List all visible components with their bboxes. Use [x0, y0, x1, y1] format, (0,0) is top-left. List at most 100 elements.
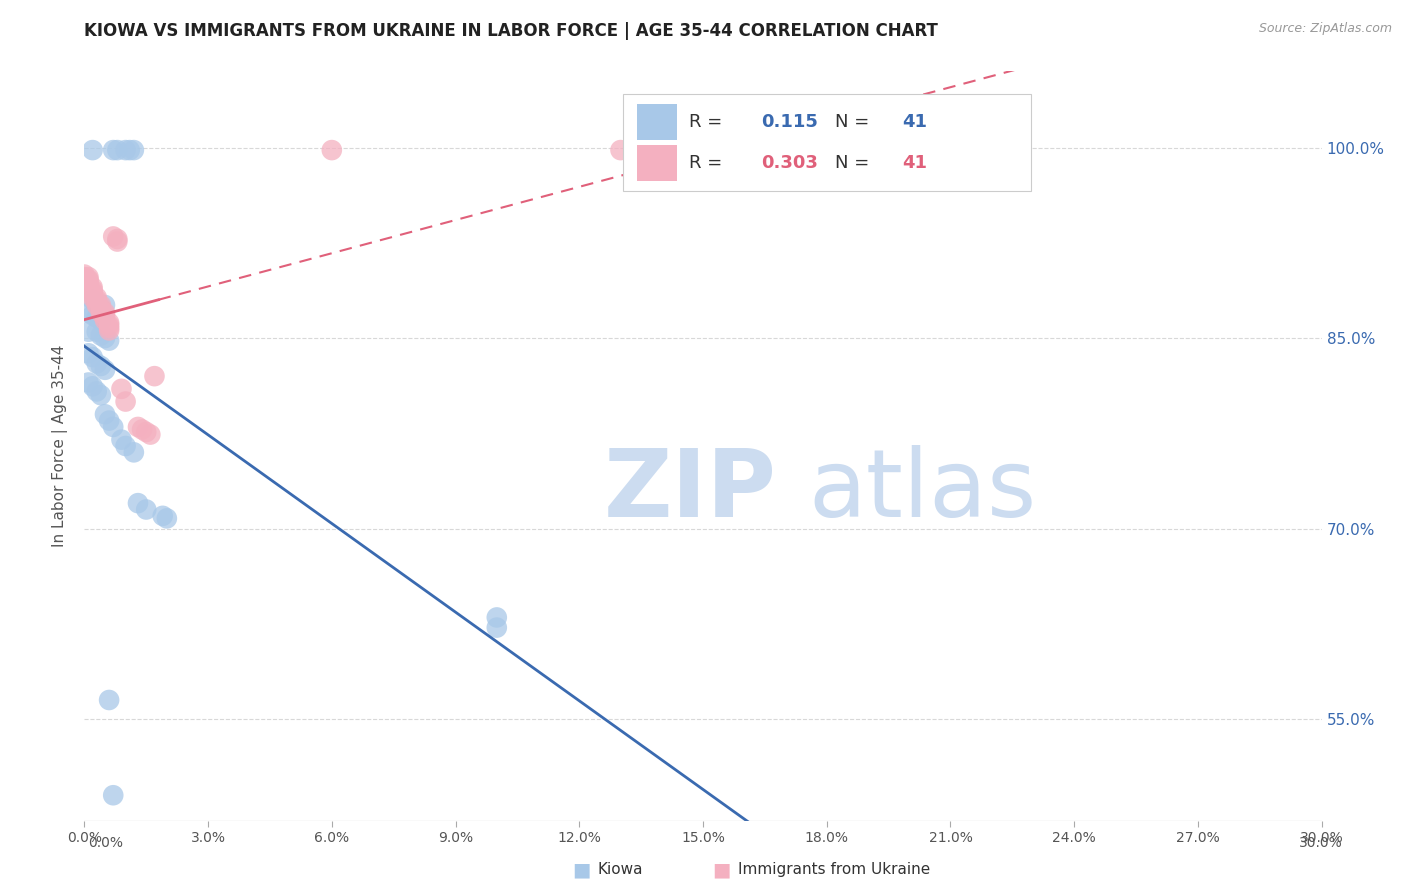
Point	[103, 420, 125, 434]
Point	[105, 235, 128, 249]
Point	[94, 306, 117, 320]
Point	[105, 143, 128, 157]
Text: N =: N =	[835, 113, 870, 131]
Point	[82, 379, 104, 393]
Point	[86, 290, 108, 304]
Point	[110, 433, 132, 447]
Point	[103, 789, 125, 803]
Text: 0.303: 0.303	[761, 153, 818, 172]
Point	[73, 268, 96, 282]
Point	[94, 331, 117, 345]
Point	[86, 325, 108, 339]
Point	[98, 316, 121, 330]
Point	[86, 310, 108, 325]
Point	[131, 422, 153, 436]
Point	[94, 308, 117, 322]
Point	[105, 232, 128, 246]
Point	[86, 384, 108, 399]
Text: atlas: atlas	[808, 445, 1036, 537]
Point	[156, 511, 179, 525]
Text: ■: ■	[713, 860, 731, 880]
Point	[77, 306, 100, 320]
Point	[103, 143, 125, 157]
Point	[77, 270, 100, 285]
Point	[135, 502, 157, 516]
Point	[94, 310, 117, 325]
Bar	[623, 94, 1031, 191]
Point	[94, 363, 117, 377]
Text: Source: ZipAtlas.com: Source: ZipAtlas.com	[1258, 22, 1392, 36]
Point	[86, 295, 108, 310]
Point	[90, 303, 112, 318]
Point	[122, 143, 145, 157]
Point	[86, 298, 108, 312]
Text: ZIP: ZIP	[605, 445, 778, 537]
Bar	[637, 104, 678, 140]
Point	[82, 308, 104, 322]
Point	[94, 313, 117, 327]
Point	[90, 328, 112, 343]
Point	[114, 394, 136, 409]
Point	[86, 295, 108, 310]
Point	[90, 359, 112, 373]
Point	[90, 306, 112, 320]
Point	[139, 427, 162, 442]
Text: 41: 41	[903, 153, 927, 172]
Text: KIOWA VS IMMIGRANTS FROM UKRAINE IN LABOR FORCE | AGE 35-44 CORRELATION CHART: KIOWA VS IMMIGRANTS FROM UKRAINE IN LABO…	[84, 22, 938, 40]
Point	[82, 288, 104, 302]
Point	[122, 445, 145, 459]
Point	[118, 143, 141, 157]
Point	[143, 369, 166, 384]
Point	[127, 496, 149, 510]
Point	[733, 143, 755, 157]
Point	[82, 280, 104, 294]
Point	[103, 229, 125, 244]
Point	[90, 301, 112, 315]
Text: 41: 41	[903, 113, 927, 131]
Point	[82, 293, 104, 307]
Point	[77, 277, 100, 292]
Y-axis label: In Labor Force | Age 35-44: In Labor Force | Age 35-44	[52, 345, 69, 547]
Point	[94, 407, 117, 421]
Text: Kiowa: Kiowa	[598, 863, 643, 877]
Point	[77, 346, 100, 360]
Bar	[637, 145, 678, 181]
Point	[86, 293, 108, 307]
Text: N =: N =	[835, 153, 870, 172]
Point	[90, 298, 112, 312]
Point	[82, 350, 104, 364]
Point	[321, 143, 343, 157]
Point	[609, 143, 631, 157]
Point	[485, 621, 508, 635]
Point	[98, 414, 121, 428]
Point	[90, 388, 112, 402]
Point	[82, 283, 104, 297]
Text: R =: R =	[689, 113, 723, 131]
Point	[114, 439, 136, 453]
Point	[73, 270, 96, 285]
Point	[98, 321, 121, 335]
Point	[90, 313, 112, 327]
Point	[77, 325, 100, 339]
Point	[127, 420, 149, 434]
Point	[114, 143, 136, 157]
Point	[82, 143, 104, 157]
Point	[135, 425, 157, 439]
Point	[77, 272, 100, 286]
Point	[98, 334, 121, 348]
Point	[98, 318, 121, 333]
Text: R =: R =	[689, 153, 723, 172]
Point	[98, 323, 121, 337]
Point	[94, 298, 117, 312]
Point	[152, 508, 174, 523]
Point	[77, 376, 100, 390]
Text: 0.115: 0.115	[761, 113, 818, 131]
Text: 0.0%: 0.0%	[89, 836, 124, 850]
Text: 30.0%: 30.0%	[1299, 836, 1343, 850]
Text: Immigrants from Ukraine: Immigrants from Ukraine	[738, 863, 931, 877]
Point	[98, 693, 121, 707]
Point	[82, 290, 104, 304]
Point	[77, 274, 100, 288]
Point	[82, 285, 104, 300]
Point	[110, 382, 132, 396]
